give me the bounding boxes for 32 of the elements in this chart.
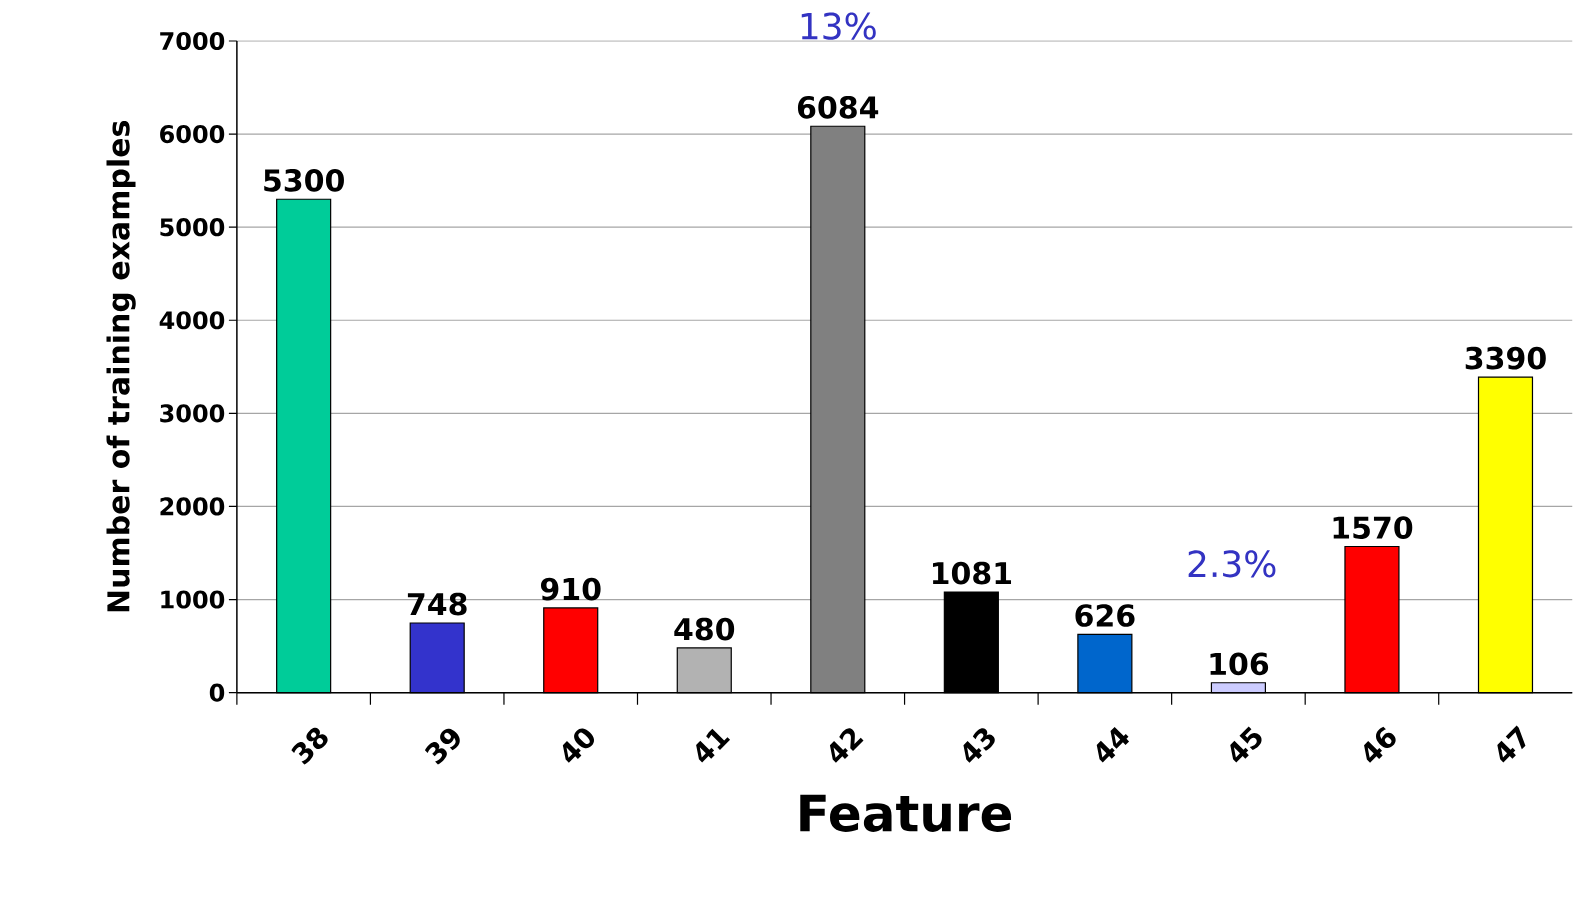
y-axis-title: Number of training examples	[106, 121, 136, 612]
data-label: 6084	[797, 96, 879, 119]
data-label: 3390	[1465, 347, 1546, 370]
data-label: 910	[540, 577, 601, 601]
y-tick-label: 1000	[161, 590, 225, 609]
y-tick-label: 0	[209, 683, 225, 702]
y-tick-label: 2000	[160, 497, 225, 516]
x-tick-label: 41	[696, 728, 731, 763]
x-tick-label: 42	[829, 728, 864, 763]
data-label: 1570	[1333, 516, 1413, 540]
y-tick-label: 3000	[160, 404, 225, 423]
data-label: 626	[1075, 604, 1135, 628]
x-tick-label: 43	[963, 728, 995, 763]
x-axis-title: Feature	[800, 794, 1012, 833]
x-tick-label: 38	[291, 728, 328, 765]
data-label: 748	[407, 593, 467, 616]
x-tick-label: 47	[1497, 725, 1526, 763]
x-tick-label: 46	[1364, 726, 1396, 763]
x-tick-label: 44	[1096, 727, 1130, 763]
data-label: 1081	[933, 562, 1012, 585]
x-tick-label: 39	[424, 728, 460, 765]
data-label: 106	[1210, 652, 1269, 676]
data-label: 5300	[264, 169, 344, 192]
x-tick-label: 45	[1230, 726, 1262, 763]
y-tick-label: 4000	[159, 311, 225, 330]
annotation: 2.3%	[1188, 550, 1276, 578]
y-tick-label: 5000	[160, 218, 225, 237]
y-tick-label: 6000	[160, 125, 225, 144]
data-label: 480	[674, 617, 735, 641]
x-tick-label: 40	[562, 728, 595, 763]
y-tick-label: 7000	[160, 32, 225, 51]
text: 13%	[801, 12, 876, 40]
